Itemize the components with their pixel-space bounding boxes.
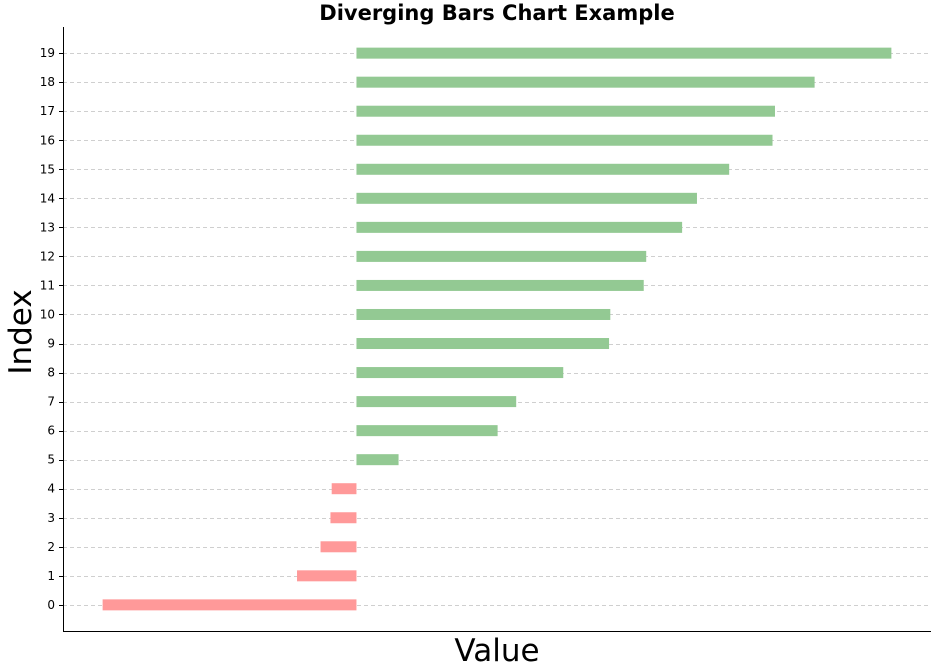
y-tick-label: 6 <box>47 424 55 438</box>
y-tick-label: 14 <box>40 191 55 205</box>
positive-bar <box>356 250 647 262</box>
y-tick-label: 1 <box>47 569 55 583</box>
y-tick-label: 4 <box>47 482 55 496</box>
positive-bar <box>356 425 498 437</box>
x-axis-label: Value <box>454 633 539 669</box>
negative-bar <box>330 512 357 524</box>
bars <box>102 47 892 611</box>
positive-bar <box>356 163 730 175</box>
positive-bar <box>356 454 399 466</box>
y-tick-label: 9 <box>47 337 55 351</box>
chart-title: Diverging Bars Chart Example <box>319 1 674 25</box>
negative-bar <box>102 599 357 611</box>
y-tick-label: 18 <box>40 75 55 89</box>
positive-bar <box>356 338 610 350</box>
positive-bar <box>356 221 683 233</box>
positive-bar <box>356 134 773 146</box>
y-tick-label: 11 <box>40 278 55 292</box>
y-tick-label: 16 <box>40 133 55 147</box>
y-tick-label: 7 <box>47 395 55 409</box>
positive-bar <box>356 367 564 379</box>
y-tick-label: 8 <box>47 366 55 380</box>
y-tick-label: 10 <box>40 307 55 321</box>
positive-bar <box>356 76 815 88</box>
y-tick-label: 12 <box>40 249 55 263</box>
y-tick-label: 13 <box>40 220 55 234</box>
positive-bar <box>356 105 775 117</box>
y-tick-label: 5 <box>47 453 55 467</box>
y-axis-label: Index <box>3 289 39 374</box>
negative-bar <box>297 570 357 582</box>
positive-bar <box>356 396 517 408</box>
y-tick-label: 3 <box>47 511 55 525</box>
y-tick-label: 15 <box>40 162 55 176</box>
positive-bar <box>356 47 892 59</box>
y-tick-label: 2 <box>47 540 55 554</box>
positive-bar <box>356 192 697 204</box>
positive-bar <box>356 308 611 320</box>
negative-bar <box>331 483 357 495</box>
negative-bar <box>320 541 357 553</box>
y-tick-label: 19 <box>40 46 55 60</box>
y-tick-label: 17 <box>40 104 55 118</box>
positive-bar <box>356 279 644 291</box>
y-tick-label: 0 <box>47 598 55 612</box>
